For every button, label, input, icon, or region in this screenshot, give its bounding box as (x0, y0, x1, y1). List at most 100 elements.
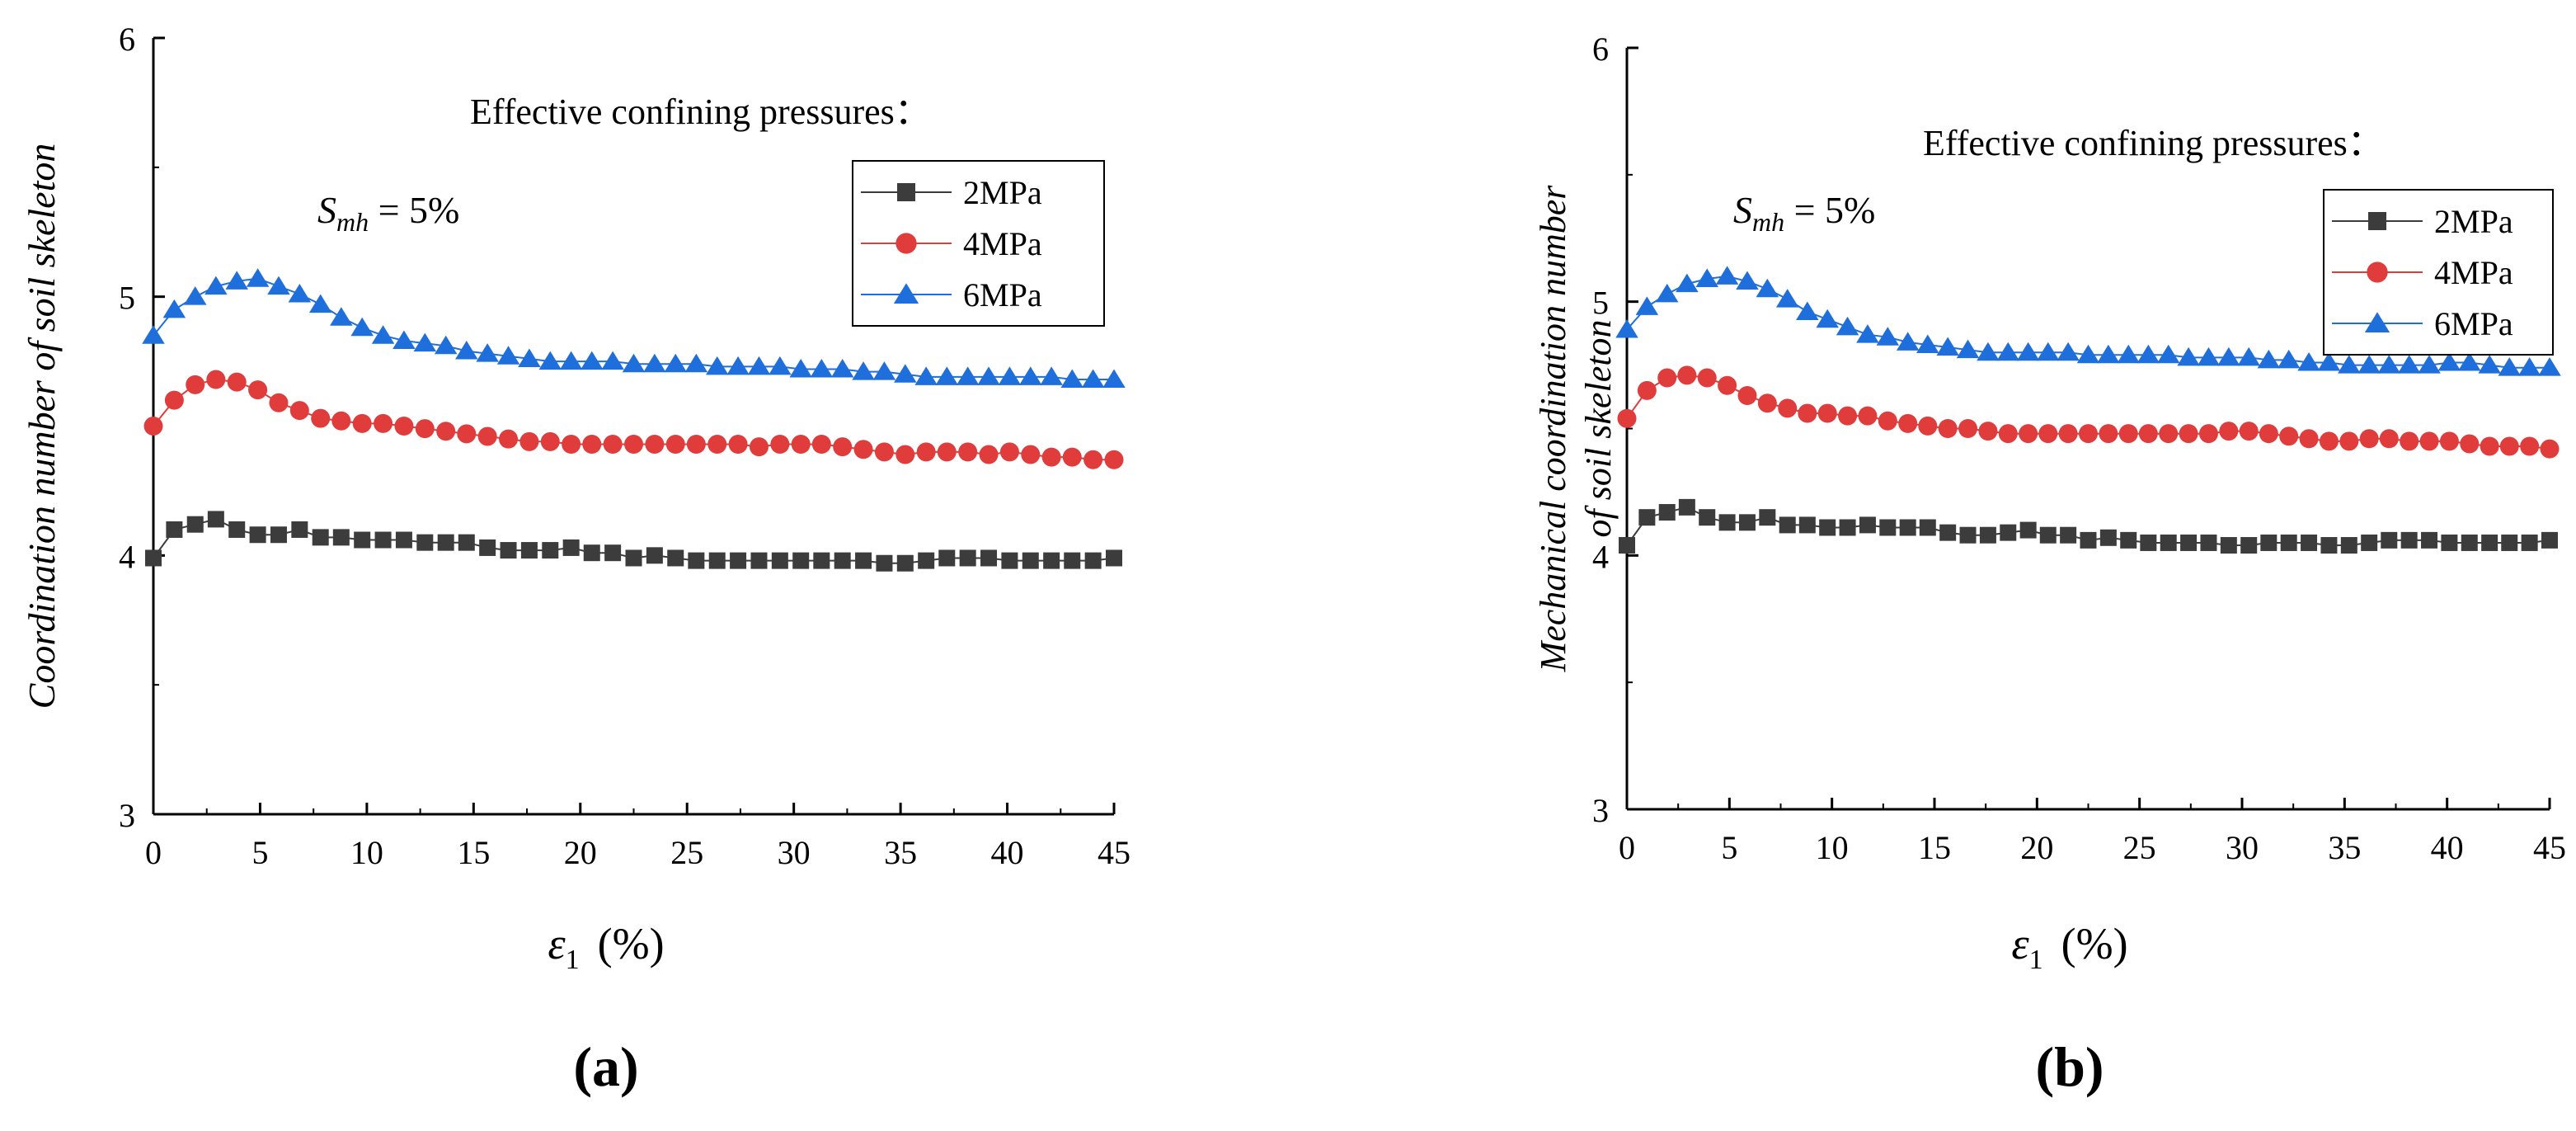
data-point (2197, 346, 2221, 366)
data-point (2381, 531, 2398, 549)
data-point (518, 348, 541, 367)
data-point (1637, 380, 1657, 400)
data-point (2361, 534, 2378, 551)
data-point (2159, 424, 2179, 444)
data-point (311, 408, 331, 428)
data-point (2179, 424, 2198, 444)
data-point (374, 413, 393, 433)
data-point (708, 552, 726, 569)
data-point (980, 549, 998, 567)
series-2MPa (145, 511, 1122, 572)
data-point (394, 417, 414, 436)
y-axis-label: Mechanical coordination number (1533, 185, 1573, 673)
data-point (2120, 531, 2137, 549)
smh-annotation: Smh = 5% (317, 189, 459, 237)
data-point (559, 351, 583, 370)
data-point (2400, 431, 2419, 451)
data-point (2498, 357, 2522, 376)
data-point (895, 445, 915, 464)
data-point (2037, 342, 2060, 361)
data-point (479, 539, 496, 556)
data-point (1718, 375, 1737, 395)
data-point (2481, 534, 2498, 551)
data-point (935, 366, 959, 385)
data-point (2217, 346, 2240, 366)
data-point (145, 549, 162, 567)
data-point (1896, 332, 1920, 351)
data-point (1775, 289, 1799, 308)
data-point (330, 307, 353, 326)
data-point (1655, 283, 1679, 303)
data-point (1021, 445, 1041, 464)
data-point (977, 366, 1000, 385)
x-tick-label: 20 (564, 834, 597, 871)
legend-label: 4MPa (2434, 254, 2513, 291)
data-point (2299, 429, 2319, 449)
data-point (1697, 368, 1717, 388)
data-point (183, 286, 207, 305)
data-point (813, 552, 830, 569)
series-2MPa (1619, 498, 2558, 554)
data-point (1796, 301, 1819, 320)
data-point (332, 529, 350, 546)
data-point (2136, 344, 2160, 364)
y-axis-label: Coordination number of soil skeleton (21, 144, 63, 709)
data-point (2260, 534, 2278, 551)
data-point (2521, 534, 2538, 551)
data-point (228, 521, 246, 538)
data-point (2200, 534, 2217, 551)
data-point (2501, 534, 2518, 551)
data-point (2277, 349, 2301, 369)
data-point (2400, 531, 2418, 549)
data-point (1819, 519, 1836, 536)
legend-label: 6MPa (2434, 305, 2513, 342)
x-axis-symbol: ε (2011, 919, 2029, 968)
data-point (2301, 534, 2318, 551)
series-6MPa (1615, 266, 2561, 376)
data-point (520, 542, 538, 559)
data-point (2099, 529, 2117, 546)
x-tick-label: 5 (251, 834, 268, 871)
series-6MPa (142, 268, 1126, 389)
data-point (1084, 552, 1102, 569)
data-point (646, 547, 663, 564)
data-point (2198, 424, 2218, 444)
data-point (1858, 406, 1878, 426)
data-point (1657, 368, 1677, 388)
data-point (2540, 439, 2560, 459)
data-point (2156, 344, 2180, 364)
data-point (288, 284, 312, 303)
data-point (542, 542, 559, 559)
data-point (688, 552, 705, 569)
data-point (643, 353, 666, 373)
data-point (2538, 357, 2561, 376)
data-point (416, 534, 434, 551)
data-point (1737, 386, 1757, 406)
data-point (999, 442, 1019, 462)
legend-marker (2368, 212, 2386, 230)
data-point (1817, 403, 1837, 423)
x-tick-label: 5 (1721, 829, 1737, 866)
data-point (1998, 424, 2018, 444)
y-tick-label: 6 (1592, 31, 1609, 68)
data-point (728, 434, 748, 454)
data-point (312, 529, 329, 546)
data-point (206, 370, 226, 389)
data-point (350, 317, 374, 337)
data-point (705, 356, 729, 375)
data-point (291, 521, 308, 538)
data-point (1977, 342, 2000, 361)
data-point (1738, 514, 1756, 531)
data-point (1617, 408, 1637, 428)
data-point (1996, 342, 2020, 361)
data-point (436, 422, 456, 441)
x-tick-label: 40 (991, 834, 1024, 871)
x-tick-label: 0 (1619, 829, 1635, 866)
data-point (770, 434, 790, 454)
data-point (2257, 349, 2281, 369)
data-point (958, 442, 978, 462)
x-tick-label: 40 (2431, 829, 2464, 866)
data-point (1064, 552, 1081, 569)
data-point (1978, 422, 1998, 441)
data-point (2419, 431, 2439, 451)
